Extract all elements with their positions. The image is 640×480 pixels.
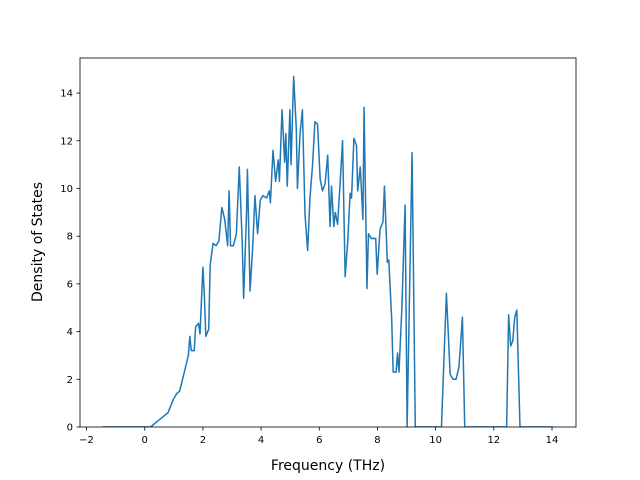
x-tick-label: 6: [316, 435, 322, 446]
x-tick-label: 10: [429, 435, 442, 446]
data-line: [102, 75, 554, 427]
y-tick-label: 12: [60, 136, 73, 147]
x-axis-label: Frequency (THz): [271, 458, 385, 474]
y-tick-label: 10: [60, 184, 73, 195]
y-tick-label: 4: [67, 327, 73, 338]
x-tick-label: 4: [258, 435, 264, 446]
x-tick-label: 0: [142, 435, 148, 446]
y-tick-label: 14: [60, 89, 73, 100]
y-tick-label: 2: [67, 375, 73, 386]
x-tick-label: 14: [546, 435, 559, 446]
y-axis-label: Density of States: [30, 182, 46, 302]
x-tick-label: −2: [79, 435, 94, 446]
x-tick-label: 2: [200, 435, 206, 446]
plot-frame: [79, 57, 577, 428]
y-tick-label: 6: [67, 279, 73, 290]
y-tick-label: 0: [67, 423, 73, 434]
x-tick-label: 12: [487, 435, 500, 446]
x-tick-label: 8: [374, 435, 380, 446]
y-tick-label: 8: [67, 232, 73, 243]
